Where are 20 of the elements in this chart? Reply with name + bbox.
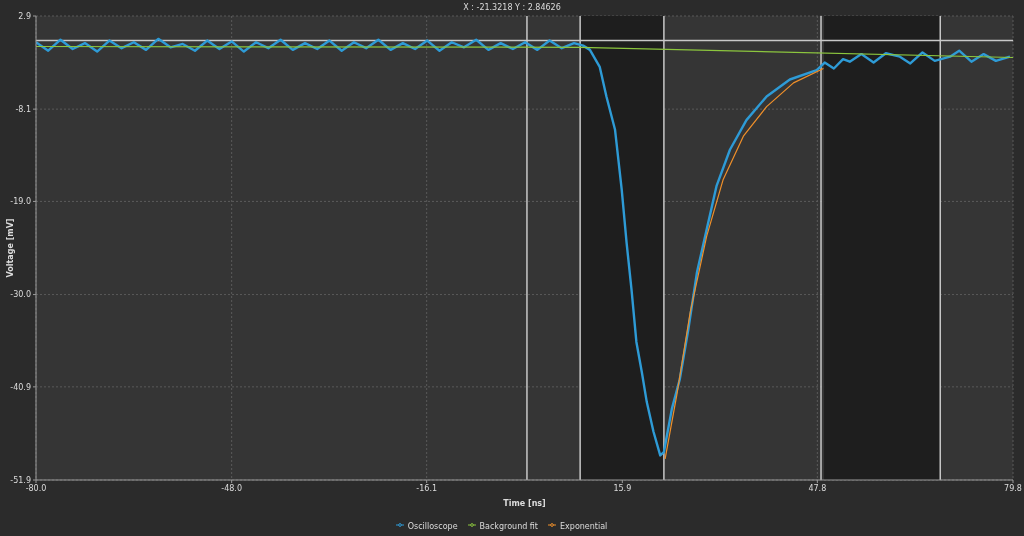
y-tick-label: -51.9 [10,475,31,485]
legend-label: Oscilloscope [407,522,458,531]
y-tick-label: 2.9 [18,11,31,21]
legend-label: Background fit [479,522,539,531]
y-axis-title: Voltage [mV] [5,218,15,278]
x-axis-title: Time [ns] [503,499,546,508]
y-tick-label: -19.0 [10,197,31,207]
x-tick-label: 15.9 [613,483,632,493]
x-tick-label: -48.0 [221,483,242,493]
y-tick-label: -40.9 [10,382,31,392]
x-tick-label: -80.0 [25,483,47,493]
y-tick-label: -8.1 [15,104,31,114]
legend-label: Exponential [560,522,608,531]
x-tick-label: 79.8 [1004,483,1022,493]
x-tick-label: 47.8 [808,483,827,493]
line-series [664,67,825,460]
y-tick-label: -30.0 [10,290,31,300]
line-series [36,37,1012,457]
x-tick-label: -16.1 [416,483,438,493]
chart-title: X : -21.3218 Y : 2.84626 [462,3,562,12]
